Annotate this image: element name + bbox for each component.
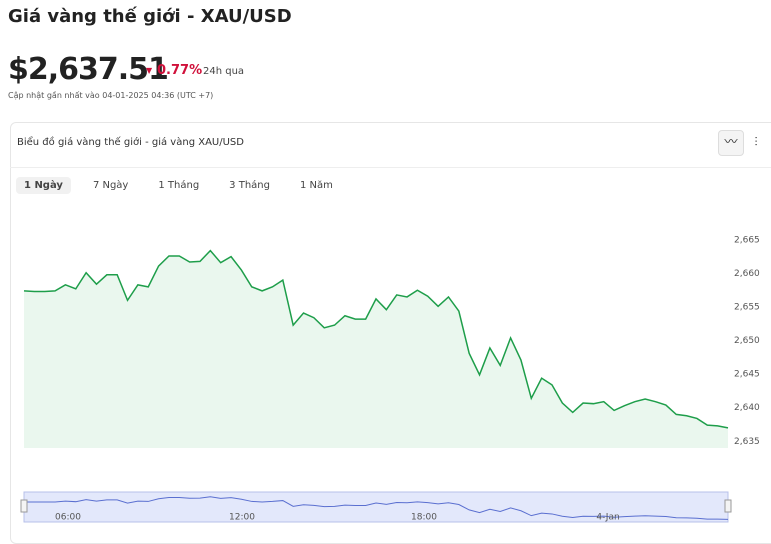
card-title: Biểu đồ giá vàng thế giới - giá vàng XAU… bbox=[17, 137, 244, 148]
navigator-line bbox=[23, 496, 729, 520]
navigator-label: 4-Jan bbox=[596, 513, 619, 523]
range-tab[interactable]: 1 Năm bbox=[299, 180, 333, 191]
change: 0.77% bbox=[157, 63, 203, 78]
tabs: 1 Ngày 7 Ngày 1 Tháng 3 Tháng 1 Năm bbox=[16, 177, 341, 194]
range-tab[interactable]: 1 Ngày bbox=[16, 177, 71, 194]
navigator-label: 18:00 bbox=[411, 513, 437, 523]
navigator-label: 12:00 bbox=[229, 513, 255, 523]
navigator bbox=[23, 491, 729, 523]
down-icon: ▼ bbox=[146, 66, 153, 75]
line-chart-button[interactable]: 〰 bbox=[718, 130, 744, 156]
page-title: Giá vàng thế giới - XAU/USD bbox=[8, 6, 292, 27]
area bbox=[24, 250, 728, 448]
y-tick-label: 2,640 bbox=[734, 403, 760, 413]
divider bbox=[10, 167, 771, 168]
period: 24h qua bbox=[203, 66, 245, 77]
range-tab[interactable]: 7 Ngày bbox=[92, 180, 129, 191]
y-tick-label: 2,635 bbox=[734, 437, 760, 447]
chart: 2,635 2,640 2,645 2,650 2,655 2,660 2,665 06:00… bbox=[20, 235, 760, 523]
y-tick-label: 2,660 bbox=[734, 269, 760, 279]
updated: Cập nhật gần nhất vào 04-01-2025 04:36 (… bbox=[8, 91, 214, 100]
page: Giá vàng thế giới - XAU/USD $2,637.51 ▼ … bbox=[8, 6, 771, 544]
y-tick-label: 2,650 bbox=[734, 336, 760, 346]
navigator-handle[interactable] bbox=[20, 499, 28, 513]
price: $2,637.51 bbox=[8, 52, 169, 87]
navigator-handle[interactable] bbox=[724, 499, 732, 513]
range-tab[interactable]: 1 Tháng bbox=[158, 180, 200, 191]
y-tick-label: 2,655 bbox=[734, 303, 760, 313]
range-tab[interactable]: 3 Tháng bbox=[229, 180, 270, 191]
y-tick-label: 2,665 bbox=[734, 235, 760, 245]
price-line bbox=[23, 249, 729, 429]
navigator-label: 06:00 bbox=[55, 513, 81, 523]
candle-chart-button[interactable]: ⫶ bbox=[754, 135, 758, 149]
y-tick-label: 2,645 bbox=[734, 370, 760, 380]
